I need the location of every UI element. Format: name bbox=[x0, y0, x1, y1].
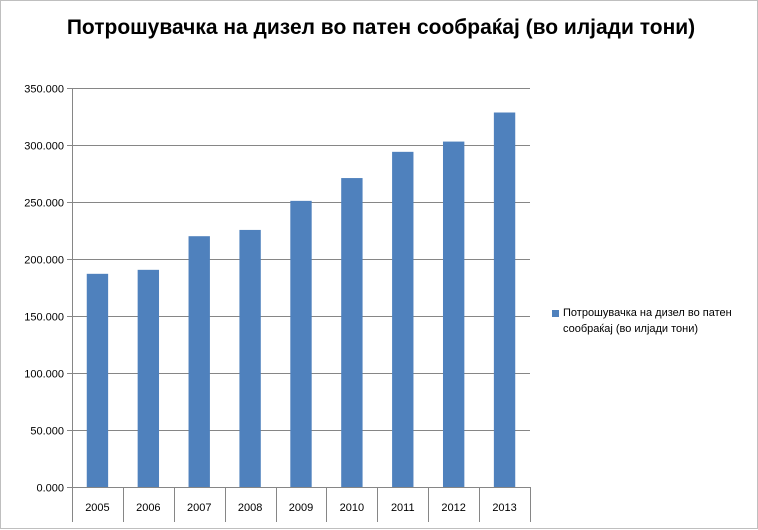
x-tick-label: 2011 bbox=[391, 502, 415, 514]
legend-label: Потрошувачка на дизел во патен сообраќај… bbox=[563, 307, 732, 335]
x-tick-labels: 2005 2006 2007 2008 2009 2010 2011 2012 2013 bbox=[85, 502, 517, 514]
y-tick-label: 50.000 bbox=[30, 426, 64, 438]
x-tick-label: 2010 bbox=[340, 502, 364, 514]
y-tick-label: 250.000 bbox=[24, 198, 64, 210]
bar-2012 bbox=[442, 141, 465, 487]
bars bbox=[86, 112, 516, 488]
x-tick-label: 2007 bbox=[187, 502, 211, 514]
bar-2010 bbox=[341, 178, 363, 487]
y-tick-label: 0.000 bbox=[36, 483, 64, 495]
y-tick-labels: 0.000 50.000 100.000 150.000 200.000 250.000 3… bbox=[24, 84, 64, 495]
x-tick-label: 2013 bbox=[492, 502, 516, 514]
bar-2006 bbox=[137, 269, 160, 487]
bar-2008 bbox=[239, 229, 261, 487]
x-tick-label: 2006 bbox=[136, 502, 160, 514]
bar-2007 bbox=[188, 236, 210, 487]
x-tick-label: 2012 bbox=[441, 502, 465, 514]
bar-2005 bbox=[86, 273, 109, 487]
bar-2009 bbox=[290, 200, 312, 488]
y-tick-label: 150.000 bbox=[24, 312, 64, 324]
legend-swatch bbox=[552, 310, 559, 317]
x-tick-label: 2005 bbox=[85, 502, 109, 514]
y-tick-label: 350.000 bbox=[24, 84, 64, 96]
y-tick-label: 200.000 bbox=[24, 255, 64, 267]
y-tick-label: 300.000 bbox=[24, 141, 64, 153]
chart-title: Потрошувачка на дизел во патен сообраќај… bbox=[66, 16, 696, 39]
bar-2013 bbox=[493, 112, 516, 487]
y-tick-label: 100.000 bbox=[24, 369, 64, 381]
bar-2011 bbox=[392, 151, 414, 487]
x-tick-label: 2009 bbox=[289, 502, 313, 514]
axes bbox=[67, 88, 531, 522]
x-tick-label: 2008 bbox=[238, 502, 262, 514]
